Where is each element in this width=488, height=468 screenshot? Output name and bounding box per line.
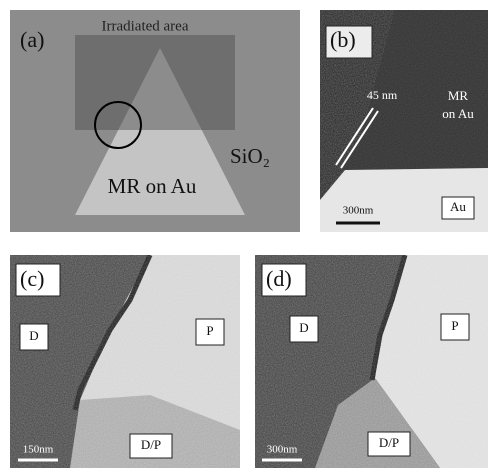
- region-label: P: [206, 323, 213, 338]
- figure: (a) Irradiated area MR on Au SiO₂ (b) (b…: [0, 0, 488, 468]
- panel-label: (a): [20, 27, 44, 52]
- region-label: on Au: [442, 106, 474, 121]
- region-label: MR on Au: [108, 174, 197, 198]
- width-label: 45 nm: [367, 88, 398, 102]
- panel-d: (d) D P D/P 300nm: [255, 255, 488, 468]
- region-label: Irradiated area: [101, 18, 188, 34]
- region-label: Au: [450, 199, 466, 214]
- region-label: D/P: [379, 435, 399, 450]
- panel-c: (c) D P D/P 150nm: [10, 255, 240, 468]
- region-label: D/P: [141, 437, 161, 452]
- region-label: MR: [448, 88, 469, 103]
- region-label: D: [29, 328, 38, 343]
- panel-label: (d): [266, 266, 292, 291]
- region-label: SiO₂: [230, 144, 270, 168]
- region-label: D: [299, 320, 308, 335]
- panel-label: (b): [330, 27, 356, 52]
- panel-label: (c): [20, 266, 44, 291]
- panel-b: (b) (b) 45 nm MR on Au Au 300nm: [320, 10, 488, 232]
- panel-a: (a) Irradiated area MR on Au SiO₂: [10, 10, 300, 232]
- scale-label: 300nm: [267, 444, 298, 456]
- scale-label: 150nm: [23, 444, 54, 456]
- scale-label: 300nm: [343, 205, 374, 217]
- region-label: P: [451, 318, 458, 333]
